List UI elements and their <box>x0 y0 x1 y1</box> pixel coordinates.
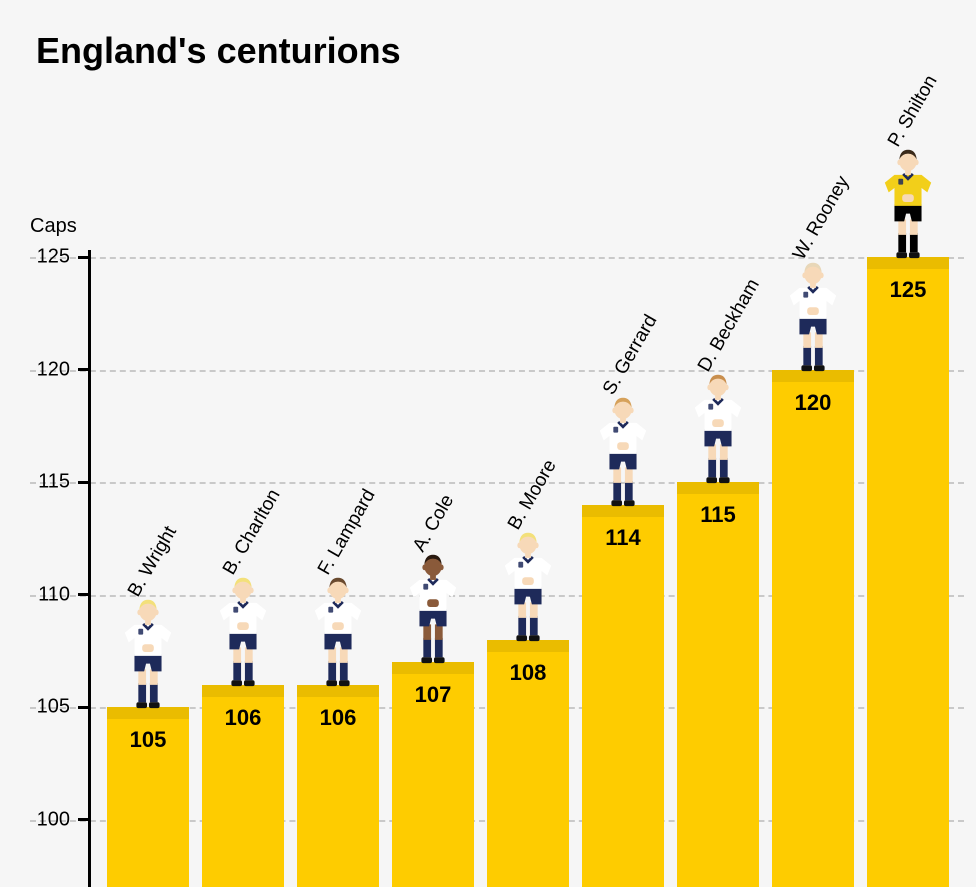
bar: 115 <box>677 482 759 887</box>
ytick-label: 125 <box>0 246 70 269</box>
bar-value: 115 <box>677 502 759 528</box>
bar: 105 <box>107 707 189 887</box>
player-icon <box>689 368 747 486</box>
player-icon <box>119 593 177 711</box>
bar: 107 <box>392 662 474 887</box>
player-icon <box>594 391 652 509</box>
bar-value: 107 <box>392 682 474 708</box>
bar-value: 114 <box>582 525 664 551</box>
ytick-label: 105 <box>0 696 70 719</box>
bar: 125 <box>867 257 949 887</box>
bar-name: B. Wright <box>124 523 182 601</box>
yaxis-line <box>88 250 91 887</box>
player-icon <box>784 256 842 374</box>
bar-value: 120 <box>772 390 854 416</box>
bar-name: F. Lampard <box>314 485 381 578</box>
ytick-label: 100 <box>0 808 70 831</box>
bar: 114 <box>582 505 664 887</box>
player-icon <box>214 571 272 689</box>
bar-name: D. Beckham <box>694 275 765 376</box>
bar: 120 <box>772 370 854 887</box>
bar-value: 108 <box>487 660 569 686</box>
bar-name: B. Moore <box>504 456 562 534</box>
bar-value: 106 <box>297 705 379 731</box>
ytick-label: 110 <box>0 583 70 606</box>
bar-value: 106 <box>202 705 284 731</box>
chart-stage: England's centurions Caps 100 105 110 115 120 1… <box>0 0 976 887</box>
chart-title: England's centurions <box>36 30 401 72</box>
bar-name: W. Rooney <box>789 172 855 263</box>
ytick-label: 120 <box>0 358 70 381</box>
player-icon <box>499 526 557 644</box>
yaxis-title: Caps <box>30 215 77 238</box>
bar: 108 <box>487 640 569 887</box>
bar-name: B. Charlton <box>219 485 286 578</box>
player-icon <box>404 548 462 666</box>
bar: 106 <box>297 685 379 887</box>
bar-value: 105 <box>107 727 189 753</box>
bar: 106 <box>202 685 284 887</box>
bar-value: 125 <box>867 277 949 303</box>
ytick-label: 115 <box>0 471 70 494</box>
bar-name: P. Shilton <box>884 72 942 151</box>
bar-name: A. Cole <box>409 491 459 556</box>
bar-name: S. Gerrard <box>599 311 662 399</box>
player-icon <box>879 143 937 261</box>
player-icon <box>309 571 367 689</box>
